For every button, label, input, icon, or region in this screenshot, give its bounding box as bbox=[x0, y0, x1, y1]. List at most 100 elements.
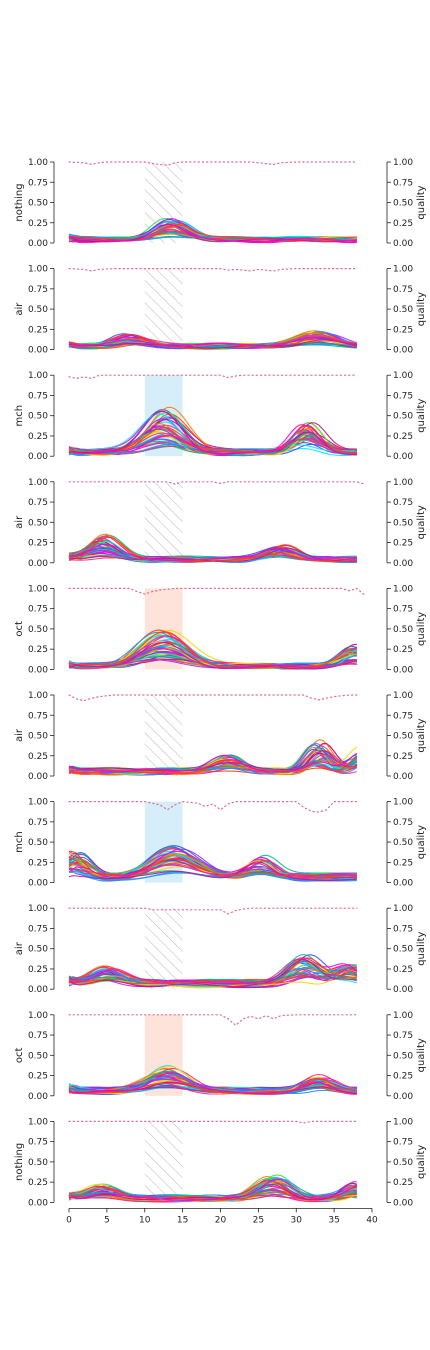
series-line bbox=[69, 336, 357, 347]
y-tick-label-left: 0.50 bbox=[28, 732, 48, 742]
y-tick-label-right: 0.75 bbox=[393, 178, 413, 188]
panel-right-ylabel: quality bbox=[416, 399, 427, 433]
y-tick-label-right: 0.75 bbox=[393, 711, 413, 721]
y-tick-label-left: 1.00 bbox=[28, 798, 48, 808]
panel-right-ylabel: quality bbox=[416, 292, 427, 326]
y-tick-label-left: 0.75 bbox=[28, 924, 48, 934]
series-line bbox=[68, 339, 357, 349]
y-tick-label-right: 0.50 bbox=[393, 1158, 413, 1168]
y-tick-label-left: 0.75 bbox=[28, 818, 48, 828]
y-tick-label-left: 1.00 bbox=[28, 584, 48, 594]
y-tick-label-right: 0.25 bbox=[393, 858, 413, 868]
series-line bbox=[68, 542, 357, 562]
x-tick-label: 25 bbox=[253, 1215, 264, 1225]
y-tick-label-left: 0.25 bbox=[28, 432, 48, 442]
panels-layer: 0.00 0.00 0.25 0.25 0.50 0.50 0.75 0.75 1.00 1.00… bbox=[14, 158, 427, 1225]
panel-ylabel: air bbox=[14, 302, 25, 316]
quality-line bbox=[68, 481, 365, 485]
y-tick-label-left: 1.00 bbox=[28, 1117, 48, 1127]
series-line bbox=[68, 224, 357, 241]
y-tick-label-left: 0.25 bbox=[28, 645, 48, 655]
y-tick-label-right: 1.00 bbox=[393, 904, 413, 914]
y-tick-label-right: 0.50 bbox=[393, 305, 413, 315]
panel-ylabel: air bbox=[14, 941, 25, 955]
panel-right-ylabel: quality bbox=[416, 185, 427, 219]
y-tick-label-left: 1.00 bbox=[28, 478, 48, 488]
y-tick-label-right: 0.25 bbox=[393, 645, 413, 655]
y-tick-label-right: 0.25 bbox=[393, 539, 413, 549]
panel-8: 0.00 0.00 0.25 0.25 0.50 0.50 0.75 0.75 1.00 1.00… bbox=[14, 904, 427, 995]
y-tick-label-left: 0.75 bbox=[28, 1031, 48, 1041]
y-tick-label-left: 1.00 bbox=[28, 904, 48, 914]
series-line bbox=[69, 424, 357, 455]
y-tick-label-left: 0.25 bbox=[28, 1178, 48, 1188]
y-tick-label-left: 0.25 bbox=[28, 858, 48, 868]
y-tick-label-left: 0.25 bbox=[28, 965, 48, 975]
y-tick-label-right: 0.50 bbox=[393, 199, 413, 209]
series-line bbox=[68, 336, 357, 350]
panel-ylabel: nothing bbox=[14, 1143, 25, 1181]
y-tick-label-right: 0.25 bbox=[393, 1072, 413, 1082]
series-line bbox=[68, 752, 358, 773]
y-tick-label-right: 0.00 bbox=[393, 346, 413, 356]
series-line bbox=[68, 957, 358, 984]
y-tick-label-right: 0.50 bbox=[393, 412, 413, 422]
series-line bbox=[68, 1181, 358, 1203]
y-tick-label-left: 0.75 bbox=[28, 1138, 48, 1148]
y-tick-label-left: 0.00 bbox=[28, 559, 48, 569]
y-tick-label-right: 0.75 bbox=[393, 605, 413, 615]
highlight-window bbox=[144, 908, 183, 990]
y-tick-label-left: 1.00 bbox=[28, 371, 48, 381]
panel-5: 0.00 0.00 0.25 0.25 0.50 0.50 0.75 0.75 1.00 1.00… bbox=[14, 584, 427, 675]
y-tick-label-left: 0.75 bbox=[28, 391, 48, 401]
y-tick-label-right: 0.75 bbox=[393, 498, 413, 508]
y-tick-label-left: 0.00 bbox=[28, 1198, 48, 1208]
y-tick-label-right: 0.75 bbox=[393, 285, 413, 295]
panel-right-ylabel: quality bbox=[416, 932, 427, 966]
y-tick-label-left: 0.50 bbox=[28, 838, 48, 848]
y-tick-label-left: 0.50 bbox=[28, 518, 48, 528]
y-tick-label-left: 0.00 bbox=[28, 665, 48, 675]
y-tick-label-left: 0.50 bbox=[28, 305, 48, 315]
y-tick-label-left: 0.75 bbox=[28, 605, 48, 615]
panel-10: 0.00 0.00 0.25 0.25 0.50 0.50 0.75 0.75 1.00 1.00… bbox=[14, 1117, 427, 1225]
series-line bbox=[68, 967, 358, 985]
x-tick-label: 35 bbox=[328, 1215, 339, 1225]
series-line bbox=[68, 850, 357, 879]
panel-right-ylabel: quality bbox=[416, 505, 427, 539]
y-tick-label-left: 0.75 bbox=[28, 498, 48, 508]
y-tick-label-left: 0.25 bbox=[28, 1072, 48, 1082]
series-line bbox=[68, 631, 357, 668]
series-line bbox=[68, 1178, 357, 1201]
series-line bbox=[68, 224, 357, 243]
y-tick-label-right: 0.25 bbox=[393, 752, 413, 762]
highlight-window bbox=[144, 268, 183, 350]
y-tick-label-right: 1.00 bbox=[393, 1011, 413, 1021]
y-tick-label-left: 0.75 bbox=[28, 178, 48, 188]
series-line bbox=[68, 959, 357, 987]
y-tick-label-right: 0.25 bbox=[393, 325, 413, 335]
x-tick-label: 30 bbox=[291, 1215, 303, 1225]
y-tick-label-right: 0.00 bbox=[393, 1198, 413, 1208]
y-tick-label-right: 0.75 bbox=[393, 1138, 413, 1148]
y-tick-label-right: 0.25 bbox=[393, 219, 413, 229]
y-tick-label-right: 1.00 bbox=[393, 798, 413, 808]
x-tick-label: 0 bbox=[66, 1215, 72, 1225]
panel-right-ylabel: quality bbox=[416, 612, 427, 646]
series-line bbox=[68, 547, 357, 562]
y-tick-label-right: 0.75 bbox=[393, 924, 413, 934]
quality-line bbox=[68, 800, 358, 813]
quality-line bbox=[68, 1120, 358, 1124]
highlight-window bbox=[144, 481, 183, 563]
y-tick-label-left: 0.00 bbox=[28, 452, 48, 462]
y-tick-label-right: 0.50 bbox=[393, 945, 413, 955]
series-line bbox=[68, 859, 357, 878]
series-line bbox=[68, 543, 357, 561]
y-tick-label-right: 1.00 bbox=[393, 371, 413, 381]
y-tick-label-right: 1.00 bbox=[393, 691, 413, 701]
y-tick-label-left: 0.50 bbox=[28, 625, 48, 635]
y-tick-label-left: 0.75 bbox=[28, 711, 48, 721]
y-tick-label-right: 0.00 bbox=[393, 452, 413, 462]
y-tick-label-left: 1.00 bbox=[28, 265, 48, 275]
